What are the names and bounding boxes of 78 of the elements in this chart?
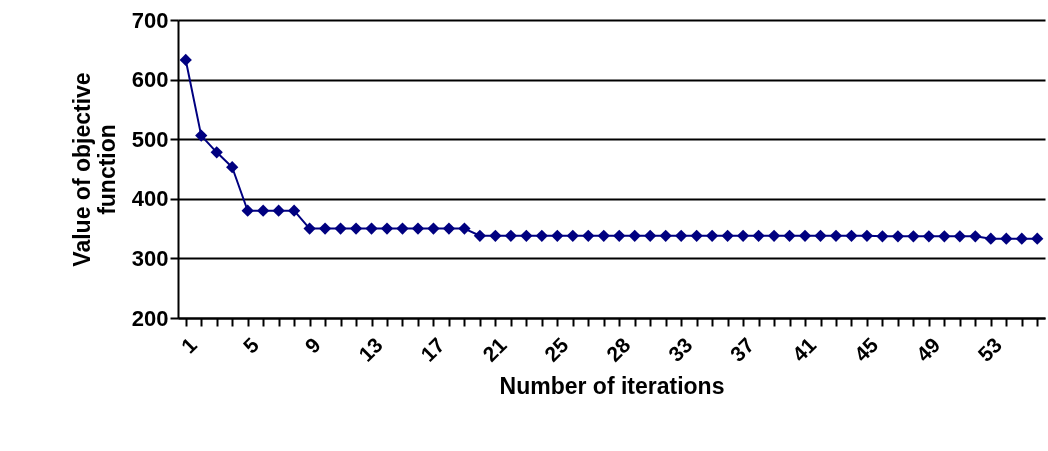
point bbox=[876, 230, 889, 243]
point bbox=[520, 229, 533, 242]
x-tick-label: 33 bbox=[663, 333, 697, 366]
point bbox=[1015, 232, 1028, 245]
point bbox=[736, 229, 750, 242]
x-tick-label: 17 bbox=[416, 333, 449, 366]
x-tick-label: 25 bbox=[539, 332, 573, 366]
point bbox=[566, 229, 579, 242]
point bbox=[597, 229, 610, 242]
point bbox=[613, 229, 626, 242]
point bbox=[411, 222, 425, 235]
point bbox=[489, 229, 502, 242]
point bbox=[659, 229, 672, 242]
point bbox=[845, 229, 858, 242]
point bbox=[798, 229, 812, 242]
point bbox=[427, 222, 440, 235]
point bbox=[690, 229, 703, 242]
point bbox=[473, 229, 487, 242]
point bbox=[303, 222, 316, 235]
point bbox=[287, 204, 301, 217]
y-tick-label: 200 bbox=[131, 305, 169, 331]
point bbox=[628, 229, 641, 242]
point bbox=[706, 229, 719, 242]
point bbox=[767, 229, 781, 242]
point bbox=[210, 146, 223, 159]
point bbox=[891, 230, 905, 243]
point bbox=[953, 230, 966, 243]
point bbox=[365, 222, 378, 235]
point bbox=[442, 222, 456, 235]
point bbox=[257, 204, 270, 217]
point bbox=[907, 230, 920, 243]
point bbox=[458, 222, 471, 235]
y-axis-title: Value of objective function bbox=[68, 72, 120, 267]
point bbox=[969, 230, 982, 243]
point bbox=[922, 230, 936, 243]
y-tick-label: 300 bbox=[131, 245, 169, 271]
point bbox=[814, 229, 827, 242]
y-tick-label: 600 bbox=[131, 67, 169, 93]
point bbox=[349, 222, 363, 235]
point bbox=[783, 229, 796, 242]
point bbox=[721, 229, 734, 242]
point bbox=[396, 222, 409, 235]
y-tick-label: 400 bbox=[131, 186, 169, 212]
point bbox=[195, 129, 208, 142]
x-tick-label: 53 bbox=[973, 333, 1007, 366]
x-tick-label: 45 bbox=[849, 332, 883, 366]
point bbox=[644, 229, 657, 242]
point bbox=[272, 204, 285, 217]
point bbox=[938, 230, 951, 243]
point bbox=[984, 232, 997, 245]
point bbox=[241, 204, 254, 217]
point bbox=[860, 229, 874, 242]
point bbox=[179, 53, 192, 67]
y-tick-label: 500 bbox=[131, 126, 169, 152]
point bbox=[504, 229, 517, 242]
point bbox=[1000, 232, 1013, 245]
y-tick-label: 700 bbox=[131, 7, 169, 33]
point bbox=[675, 229, 688, 242]
x-tick-label: 41 bbox=[787, 332, 821, 366]
point bbox=[1031, 232, 1044, 245]
x-tick-label: 21 bbox=[477, 332, 511, 366]
x-tick-label: 1 bbox=[176, 332, 202, 358]
x-tick-label: 9 bbox=[300, 333, 325, 358]
point bbox=[551, 229, 564, 242]
point bbox=[226, 161, 239, 174]
x-tick-label: 37 bbox=[725, 333, 759, 366]
point bbox=[318, 222, 332, 235]
point bbox=[582, 229, 595, 242]
x-tick-label: 28 bbox=[601, 332, 635, 366]
point bbox=[752, 229, 765, 242]
point bbox=[535, 229, 548, 242]
point bbox=[380, 222, 394, 235]
x-tick-label: 5 bbox=[238, 332, 264, 358]
point bbox=[829, 229, 843, 242]
point bbox=[334, 222, 347, 235]
x-tick-label: 49 bbox=[911, 333, 945, 366]
x-tick-label: 13 bbox=[354, 333, 387, 366]
x-axis-title: Number of iterations bbox=[499, 372, 725, 399]
